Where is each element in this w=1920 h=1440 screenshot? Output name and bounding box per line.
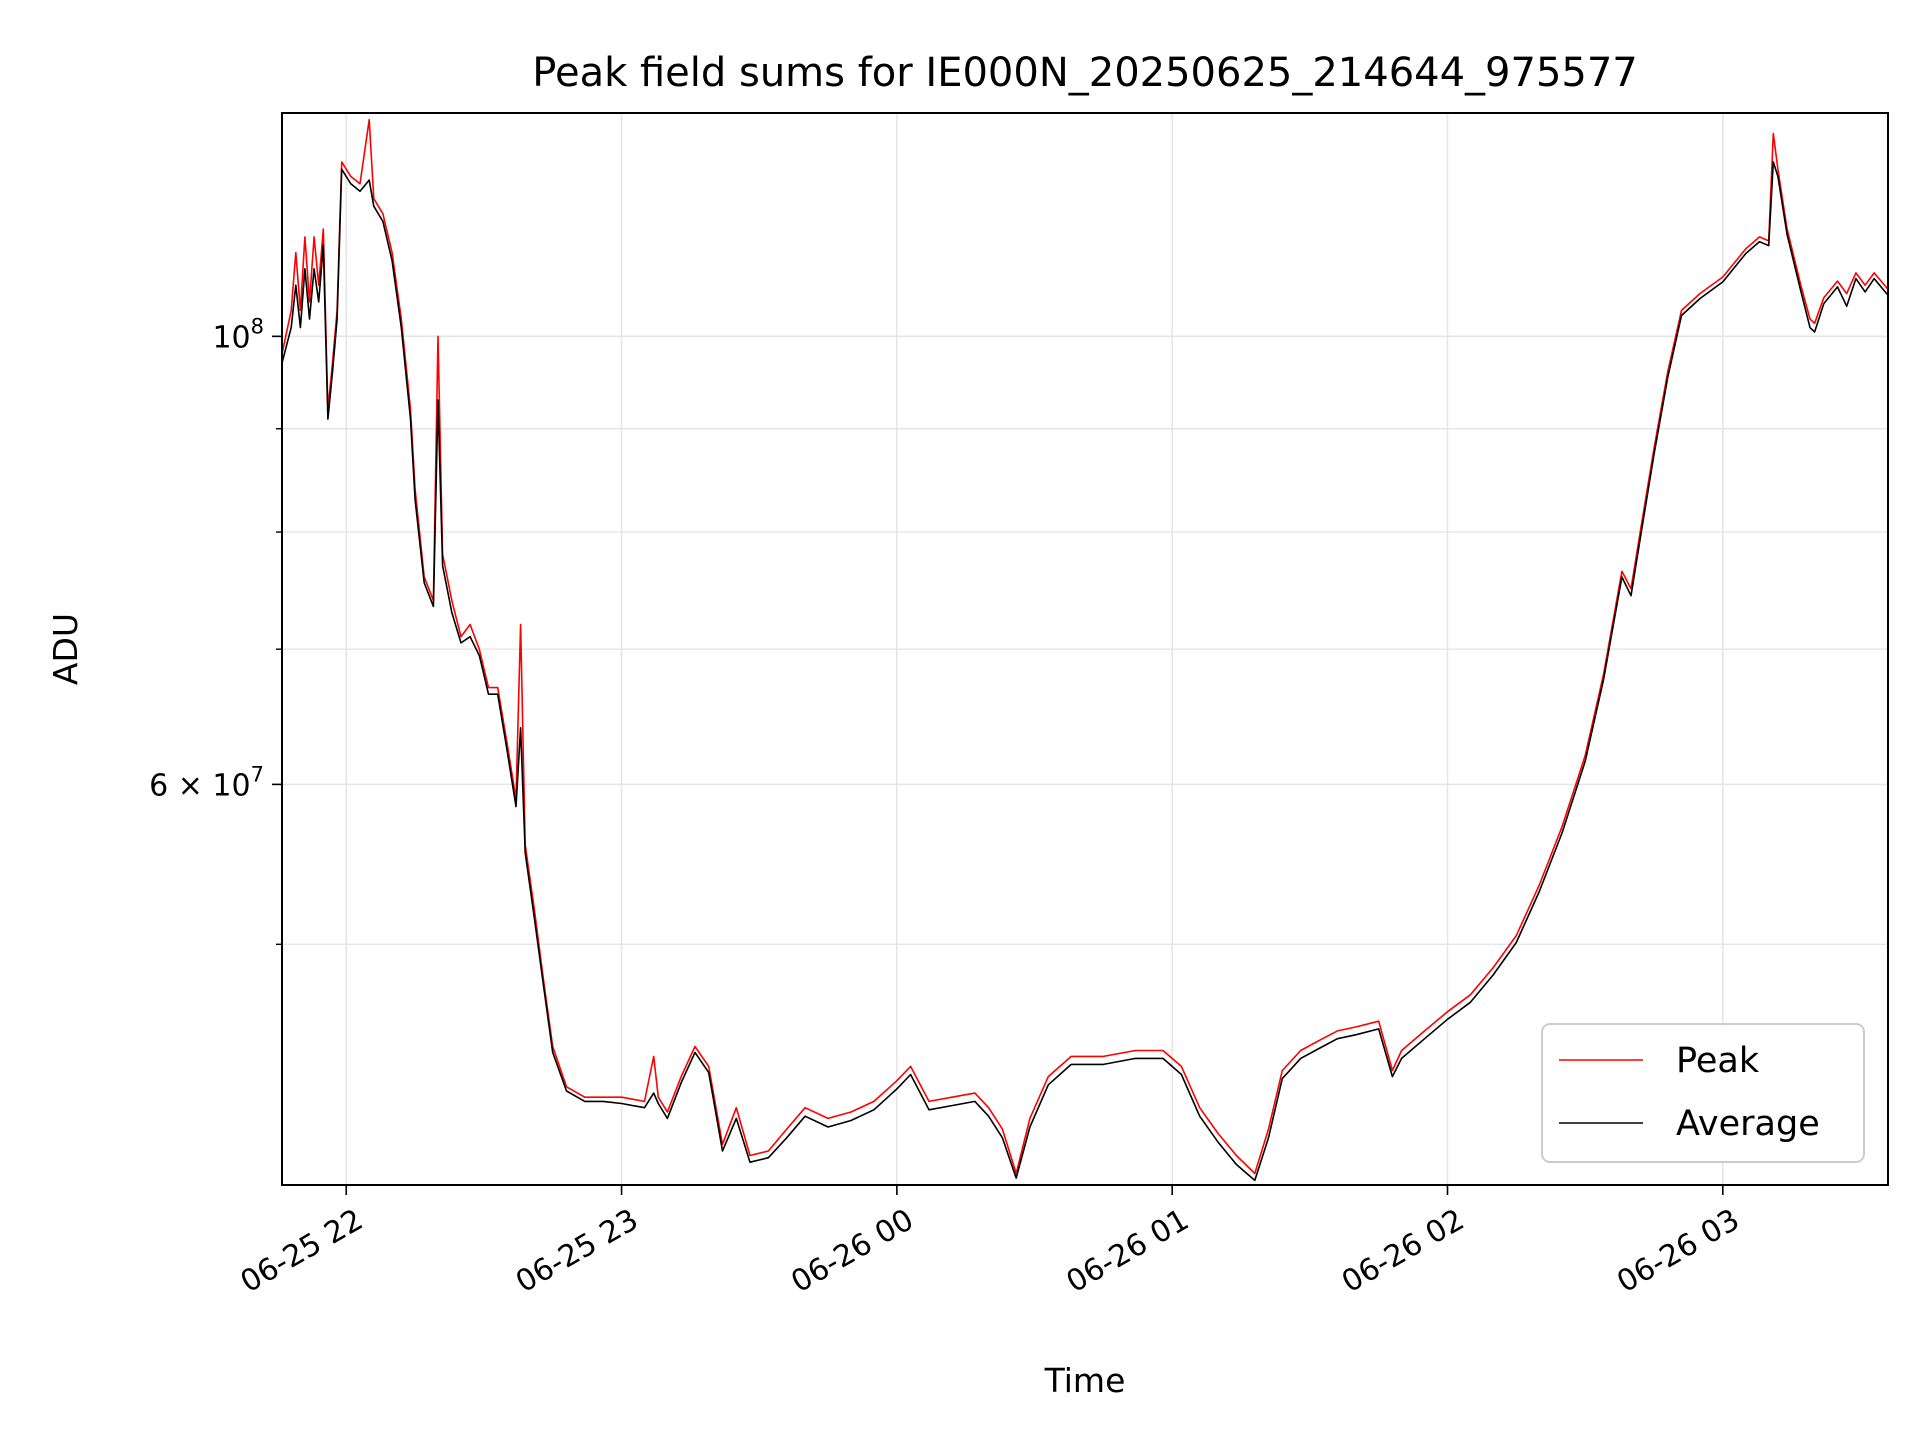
y-tick-label: 108 (212, 314, 264, 355)
legend-label-peak: Peak (1676, 1041, 1760, 1081)
legend: Peak Average (1541, 1023, 1865, 1163)
legend-label-average: Average (1676, 1104, 1820, 1144)
chart-title: Peak field sums for IE000N_20250625_2146… (532, 50, 1637, 96)
legend-frame (1541, 1023, 1865, 1163)
series-line-peak (282, 119, 1888, 1175)
y-tick-label: 6 × 107 (149, 762, 264, 803)
series-layer (282, 119, 1888, 1182)
grid (282, 113, 1888, 1185)
x-axis-label: Time (1044, 1361, 1126, 1400)
y-axis: 6 × 107 108 (149, 314, 282, 945)
series-line-average (282, 161, 1888, 1182)
y-axis-label: ADU (46, 613, 85, 685)
